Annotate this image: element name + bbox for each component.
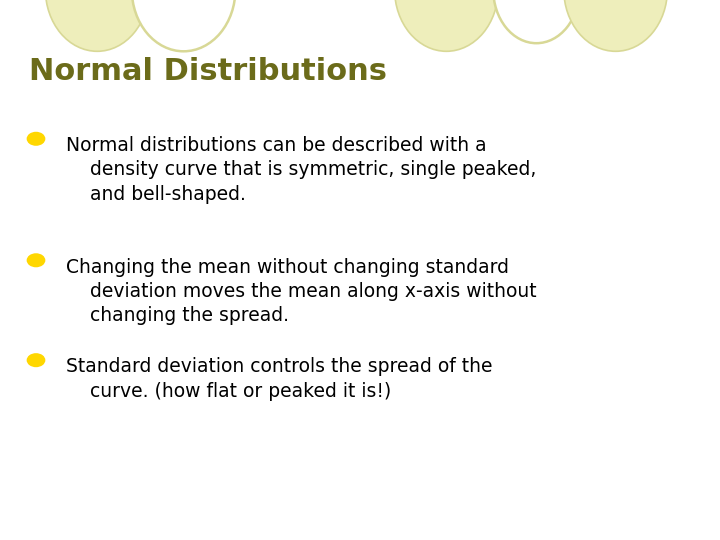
Text: Changing the mean without changing standard
    deviation moves the mean along x: Changing the mean without changing stand… — [66, 258, 537, 325]
Ellipse shape — [395, 0, 498, 51]
Text: Normal distributions can be described with a
    density curve that is symmetric: Normal distributions can be described wi… — [66, 136, 536, 204]
Circle shape — [27, 253, 45, 267]
Ellipse shape — [493, 0, 580, 43]
Ellipse shape — [45, 0, 149, 51]
Ellipse shape — [564, 0, 667, 51]
Text: Normal Distributions: Normal Distributions — [29, 57, 387, 86]
Text: Standard deviation controls the spread of the
    curve. (how flat or peaked it : Standard deviation controls the spread o… — [66, 357, 492, 401]
Circle shape — [27, 132, 45, 146]
Circle shape — [27, 353, 45, 367]
Ellipse shape — [132, 0, 235, 51]
